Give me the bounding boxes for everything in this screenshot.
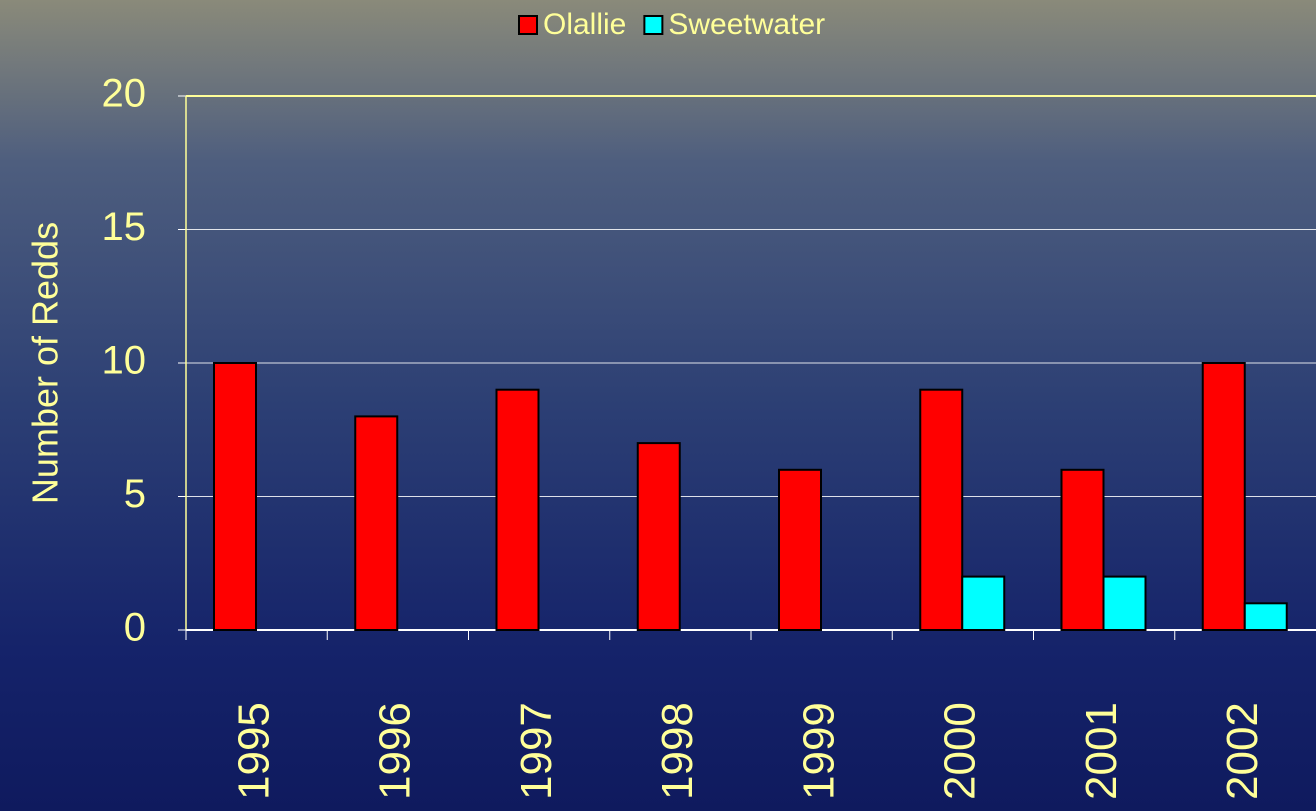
x-tick-label: 2002 <box>1218 702 1267 800</box>
bar <box>1104 577 1146 630</box>
legend-swatch <box>519 16 537 34</box>
y-axis-title: Number of Redds <box>25 222 66 504</box>
bar <box>1062 470 1104 630</box>
bar <box>779 470 821 630</box>
x-tick-label: 2001 <box>1077 702 1126 800</box>
bar <box>962 577 1004 630</box>
bar <box>920 390 962 630</box>
legend-label: Olallie <box>543 8 626 41</box>
y-tick-label: 10 <box>102 339 147 383</box>
y-tick-label: 0 <box>124 606 146 650</box>
bar <box>1245 603 1287 630</box>
x-tick-label: 1995 <box>229 702 278 800</box>
bar <box>497 390 539 630</box>
legend-swatch <box>644 16 662 34</box>
x-tick-label: 1997 <box>512 702 561 800</box>
bar <box>355 416 397 630</box>
background <box>0 0 1316 811</box>
x-tick-label: 1998 <box>653 702 702 800</box>
x-tick-label: 1999 <box>794 702 843 800</box>
x-tick-label: 2000 <box>936 702 985 800</box>
x-tick-label: 1996 <box>371 702 420 800</box>
legend: Olallie Sweetwater <box>519 8 825 41</box>
y-tick-label: 20 <box>102 72 147 116</box>
bar <box>1203 363 1245 630</box>
chart: Number of Redds Olallie Sweetwater 0 5 10 15… <box>0 0 1316 811</box>
y-tick-label: 5 <box>124 472 146 516</box>
legend-label: Sweetwater <box>668 8 825 41</box>
y-tick-label: 15 <box>102 205 147 249</box>
bar <box>214 363 256 630</box>
bar <box>638 443 680 630</box>
